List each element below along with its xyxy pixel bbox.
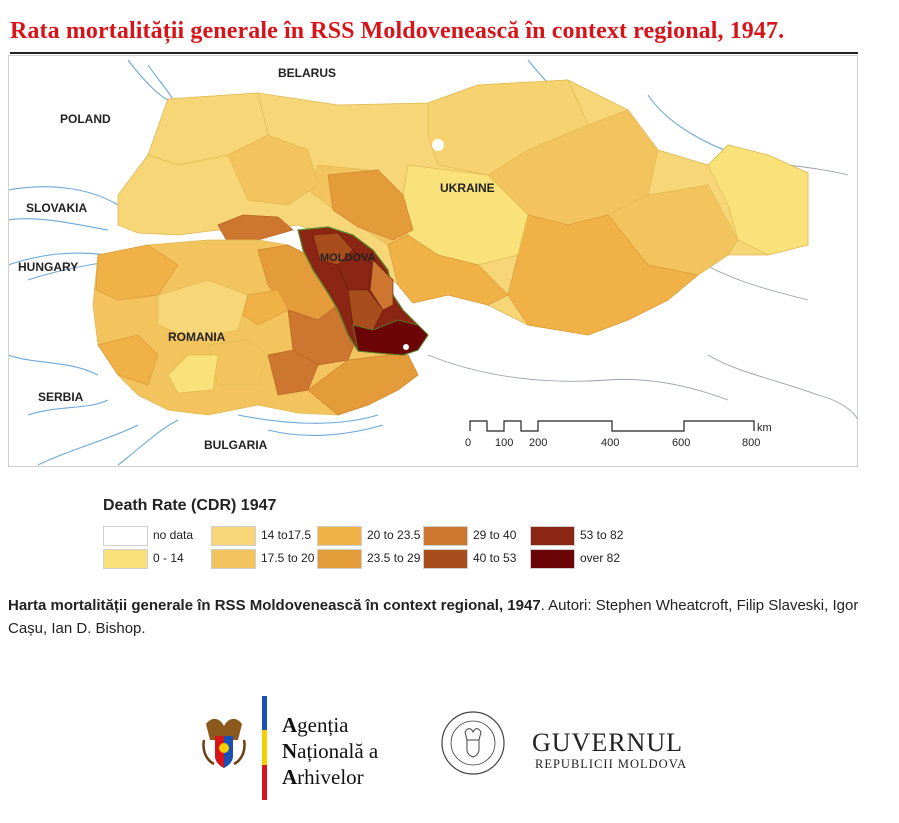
legend-swatch	[530, 549, 575, 569]
legend-swatch	[103, 549, 148, 569]
stripe-red	[262, 765, 267, 800]
label-moldova: MOLDOVA	[320, 252, 375, 264]
scale-tick-400: 400	[601, 437, 619, 449]
stripe-blue	[262, 696, 267, 730]
legend-swatch	[530, 526, 575, 546]
agency-name-line: Arhivelor	[282, 765, 364, 789]
caption-lead: Harta mortalității generale în RSS Moldo…	[8, 597, 541, 614]
legend-title: Death Rate (CDR) 1947	[103, 497, 277, 514]
agency-name: Agenția Națională a Arhivelor	[282, 712, 378, 790]
scale-bar	[469, 420, 755, 432]
legend-swatch	[211, 526, 256, 546]
label-slovakia: SLOVAKIA	[26, 201, 87, 215]
scale-tick-600: 600	[672, 437, 690, 449]
agency-name-line: Națională a	[282, 739, 379, 763]
legend-label: 0 - 14	[153, 551, 184, 565]
romania-regions	[92, 239, 419, 416]
label-hungary: HUNGARY	[18, 260, 78, 274]
figure-caption: Harta mortalității generale în RSS Moldo…	[8, 594, 878, 640]
country-labels: BELARUS POLAND SLOVAKIA HUNGARY UKRAINE …	[18, 66, 495, 452]
moldova-regions	[297, 226, 429, 356]
caption-authors: . Autori: Stephen Wheatcroft, Filip Slav…	[8, 597, 859, 637]
agency-name-line: Agenția	[282, 713, 349, 737]
legend-swatch	[211, 549, 256, 569]
legend-label: 23.5 to 29	[367, 551, 421, 565]
legend-swatch	[103, 526, 148, 546]
title-divider	[10, 52, 858, 54]
legend-label: 40 to 53	[473, 551, 517, 565]
legend-label: no data	[153, 528, 194, 542]
legend-label: 14 to17.5	[261, 528, 312, 542]
label-poland: POLAND	[60, 112, 111, 126]
label-ukraine: UKRAINE	[440, 181, 495, 195]
legend-swatch	[317, 549, 362, 569]
agency-coat-of-arms-icon	[198, 714, 250, 774]
scale-tick-200: 200	[529, 437, 547, 449]
tricolor-stripe	[262, 696, 267, 800]
scale-tick-0: 0	[465, 437, 471, 449]
stripe-yellow	[262, 730, 267, 765]
government-subtitle: REPUBLICII MOLDOVA	[535, 757, 688, 771]
label-serbia: SERBIA	[38, 390, 84, 404]
mortality-map: BELARUS POLAND SLOVAKIA HUNGARY UKRAINE …	[8, 55, 858, 467]
page-title: Rata mortalității generale în RSS Moldov…	[10, 18, 785, 44]
legend-swatch	[423, 549, 468, 569]
label-romania: ROMANIA	[168, 330, 226, 344]
ukraine-regions	[117, 79, 809, 336]
government-title: GUVERNUL	[532, 728, 683, 757]
neighbor-borders	[8, 59, 739, 466]
government-seal-icon	[440, 710, 506, 776]
scale-tick-800: 800	[742, 437, 760, 449]
legend-label: over 82	[580, 551, 621, 565]
label-bulgaria: BULGARIA	[204, 438, 268, 452]
scale-tick-100: 100	[495, 437, 513, 449]
legend-label: 29 to 40	[473, 528, 517, 542]
label-belarus: BELARUS	[278, 66, 336, 80]
legend-label: 20 to 23.5	[367, 528, 421, 542]
legend-swatch	[423, 526, 468, 546]
legend-label: 17.5 to 20	[261, 551, 315, 565]
scale-labels: 0 100 200 400 600 800 km	[465, 422, 772, 449]
legend-swatch	[317, 526, 362, 546]
legend-label: 53 to 82	[580, 528, 624, 542]
scale-unit: km	[757, 422, 772, 434]
